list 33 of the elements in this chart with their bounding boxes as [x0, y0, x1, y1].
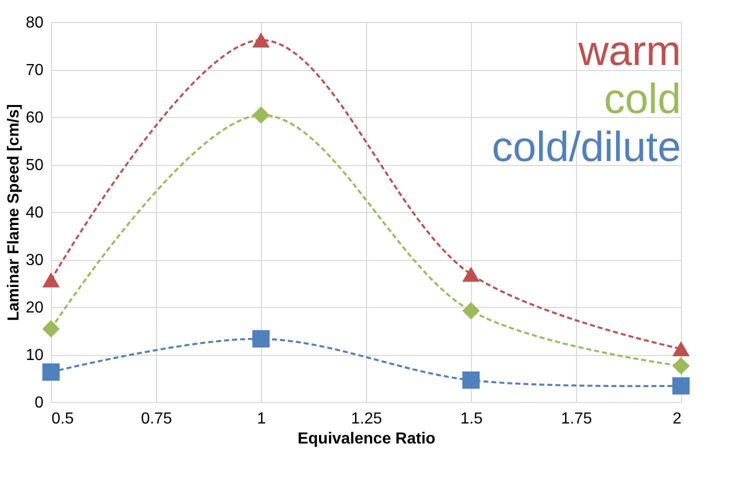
point	[672, 357, 690, 375]
text: cold	[604, 75, 681, 122]
x-tick-label: 0.75	[140, 410, 172, 428]
y-tick-label: 10	[26, 347, 44, 364]
y-tick-label: 60	[26, 110, 44, 126]
point	[42, 272, 60, 288]
y-tick-label: 80	[26, 14, 44, 32]
point	[462, 302, 480, 320]
text: cold/dilute	[492, 123, 681, 170]
y-axis-title: Laminar Flame Speed [cm/s]	[6, 104, 23, 321]
x-tick-label: 0.5	[52, 410, 74, 428]
point	[672, 341, 690, 356]
y-tick-label: 0	[34, 394, 44, 412]
x-tick-label: 1	[257, 410, 266, 428]
point	[252, 106, 270, 124]
y-tick-label: 70	[26, 62, 44, 79]
y-tick-label: 40	[26, 204, 44, 222]
point	[252, 330, 270, 348]
text: warm	[577, 27, 681, 74]
x-tick-label: 1.5	[460, 410, 483, 428]
point	[42, 320, 60, 338]
x-tick-label: 1.25	[350, 410, 382, 428]
point	[462, 266, 480, 282]
point	[252, 32, 270, 48]
point	[42, 363, 60, 381]
x-axis-title: Equivalence Ratio	[298, 430, 436, 448]
x-tick-label: 2	[672, 410, 682, 428]
y-tick-label: 50	[26, 157, 44, 174]
point	[462, 371, 480, 389]
x-tick-label: 1.75	[560, 410, 592, 428]
y-tick-label: 30	[26, 252, 44, 269]
y-tick-label: 20	[26, 300, 44, 316]
point	[672, 377, 690, 395]
